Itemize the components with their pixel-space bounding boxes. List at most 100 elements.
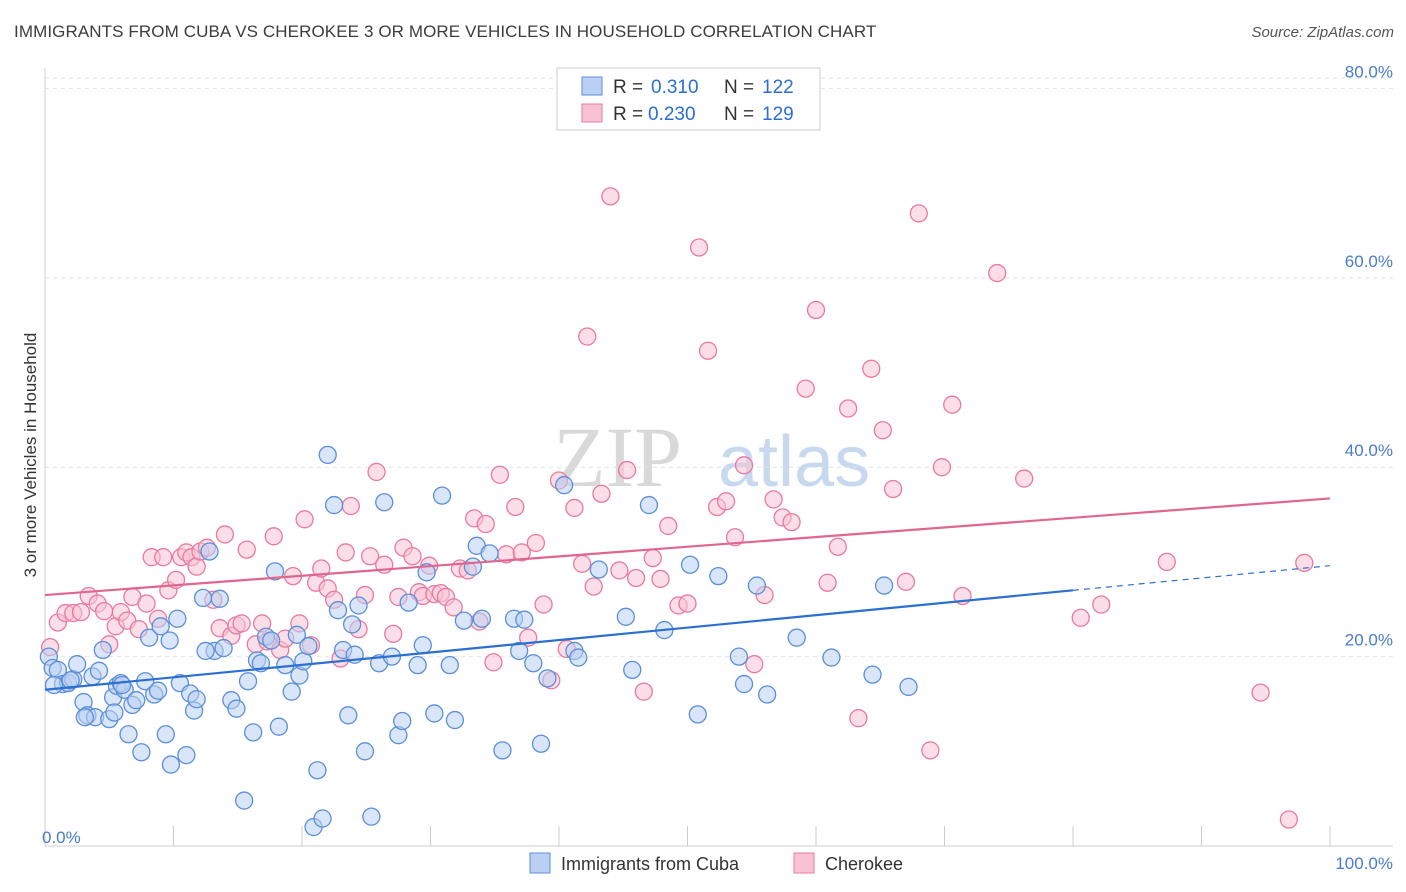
cuba-point (874, 576, 894, 595)
cherokee-point (689, 238, 709, 257)
cherokee-point (187, 557, 206, 576)
bottom-legend-label-cherokee: Cherokee (825, 854, 903, 874)
cuba-point (210, 589, 229, 608)
cherokee-point (512, 543, 531, 562)
cuba-point (299, 637, 318, 656)
cuba-point (709, 566, 728, 586)
cuba-point (734, 674, 754, 694)
cherokee-point (601, 187, 620, 206)
cuba-point (112, 675, 132, 695)
legend-r-label-1: R = (613, 77, 643, 98)
cherokee-point (592, 484, 611, 503)
trend-lines (44, 497, 1331, 691)
cuba-point (417, 563, 436, 582)
cherokee-point (360, 547, 380, 566)
cherokee-point (610, 561, 629, 580)
cuba-point (589, 560, 608, 579)
cherokee-point (578, 327, 597, 346)
cherokee-point (367, 462, 386, 482)
legend-n-value-2: 129 (762, 104, 794, 125)
cuba-point (61, 671, 80, 690)
cherokee-point (1071, 608, 1090, 627)
y-tick-label: 40.0% (1345, 441, 1393, 460)
cherokee-point (336, 543, 355, 562)
cherokee-point (849, 709, 868, 728)
cherokee-point (565, 498, 584, 518)
cuba-point (227, 699, 246, 718)
bottom-legend-label-cuba: Immigrants from Cuba (561, 854, 740, 874)
cuba-point (758, 685, 777, 704)
cherokee-point (796, 379, 815, 398)
cherokee-point (526, 533, 546, 553)
cuba-point (160, 631, 179, 650)
cuba-point (238, 672, 258, 691)
x-axis-ticks (44, 826, 1331, 846)
x-tick-label-max: 100.0% (1335, 854, 1393, 873)
cuba-point (408, 655, 427, 675)
cuba-point (747, 576, 767, 595)
cuba-point (269, 717, 289, 736)
cuba-point (375, 493, 394, 512)
cuba-point (75, 708, 94, 727)
cuba-point (93, 640, 112, 660)
cuba-point (680, 555, 700, 574)
cherokee-point (896, 572, 916, 591)
cherokee-point (745, 655, 764, 674)
cherokee-point (734, 456, 754, 475)
cherokee-point (806, 300, 826, 320)
cuba-point (445, 710, 465, 730)
cuba-point (425, 704, 444, 723)
cuba-point (399, 593, 418, 612)
cuba-point (472, 609, 492, 628)
cuba-point (308, 761, 327, 780)
cuba-point (538, 669, 557, 688)
legend-swatch-cuba (581, 76, 603, 96)
cherokee-point (94, 601, 114, 621)
cherokee-point (725, 528, 745, 547)
cherokee-point (909, 204, 928, 223)
cherokee-point (678, 594, 697, 613)
cherokee-point (659, 516, 678, 536)
cherokee-point (237, 540, 256, 559)
cherokee-point (716, 492, 736, 511)
cuba-point (127, 691, 146, 710)
cherokee-point (572, 554, 592, 573)
source-credit: Source: ZipAtlas.com (1251, 24, 1394, 41)
cuba-point (393, 711, 412, 731)
cherokee-point (617, 460, 637, 480)
cuba-point (440, 655, 459, 675)
x-tick-label-min: 0.0% (42, 828, 81, 847)
cherokee-point (698, 341, 718, 360)
cherokee-point (215, 525, 235, 544)
cherokee-point (1279, 810, 1299, 829)
cherokee-point (862, 359, 881, 378)
chart-title: IMMIGRANTS FROM CUBA VS CHEROKEE 3 OR MO… (14, 22, 877, 41)
cherokee-point (634, 682, 653, 701)
cherokee-point (403, 547, 422, 566)
cuba-point (132, 743, 151, 762)
cherokee-point (490, 465, 510, 484)
cuba-point (161, 755, 181, 774)
legend-swatch-cherokee (581, 103, 603, 123)
cuba-point (151, 617, 170, 636)
cherokee-point (506, 497, 525, 517)
cuba-point (324, 495, 344, 515)
cuba-point (67, 655, 87, 674)
cuba-point (89, 661, 109, 680)
cuba-point (187, 690, 206, 709)
cuba-point (196, 641, 215, 661)
y-tick-label: 80.0% (1345, 62, 1393, 81)
legend-n-value-1: 122 (762, 77, 794, 98)
cherokee-points (40, 187, 1314, 829)
cherokee-point (828, 537, 847, 556)
cuba-point (362, 807, 381, 826)
cuba-point (200, 542, 219, 561)
cherokee-point (873, 421, 892, 440)
cherokee-point (651, 569, 670, 589)
cherokee-point (154, 548, 173, 567)
cuba-point (355, 742, 375, 761)
cuba-point (265, 562, 285, 581)
cuba-points (39, 445, 918, 837)
cherokee-point (782, 512, 801, 532)
